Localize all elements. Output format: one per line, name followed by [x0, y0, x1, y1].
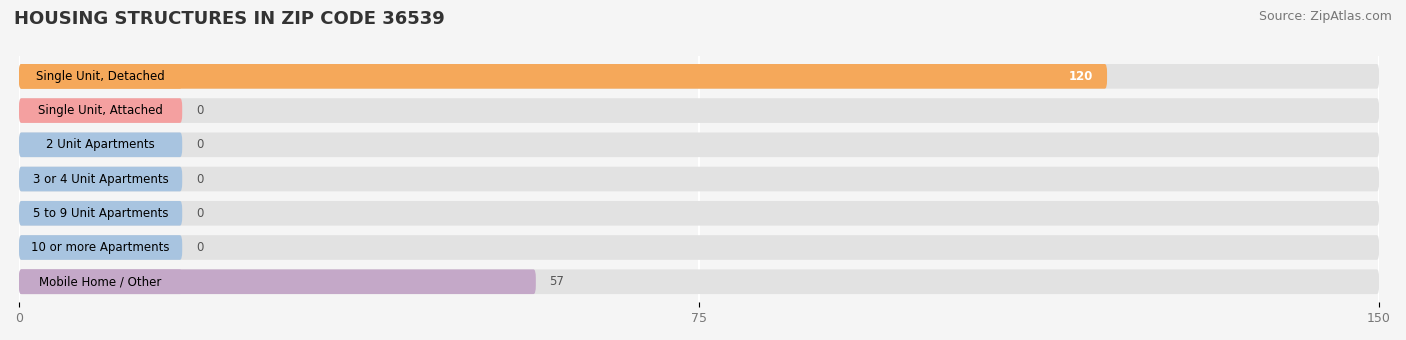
Text: 3 or 4 Unit Apartments: 3 or 4 Unit Apartments — [32, 172, 169, 186]
FancyBboxPatch shape — [20, 98, 183, 123]
FancyBboxPatch shape — [20, 64, 1107, 89]
Text: 5 to 9 Unit Apartments: 5 to 9 Unit Apartments — [32, 207, 169, 220]
Text: Single Unit, Detached: Single Unit, Detached — [37, 70, 165, 83]
FancyBboxPatch shape — [20, 235, 183, 260]
Text: 10 or more Apartments: 10 or more Apartments — [31, 241, 170, 254]
Text: 0: 0 — [195, 104, 204, 117]
FancyBboxPatch shape — [20, 64, 183, 89]
FancyBboxPatch shape — [20, 269, 183, 294]
FancyBboxPatch shape — [20, 167, 183, 191]
Text: HOUSING STRUCTURES IN ZIP CODE 36539: HOUSING STRUCTURES IN ZIP CODE 36539 — [14, 10, 444, 28]
Text: 0: 0 — [195, 207, 204, 220]
FancyBboxPatch shape — [20, 201, 1379, 226]
Text: 0: 0 — [195, 172, 204, 186]
FancyBboxPatch shape — [20, 201, 183, 226]
Text: Mobile Home / Other: Mobile Home / Other — [39, 275, 162, 288]
FancyBboxPatch shape — [20, 98, 1379, 123]
FancyBboxPatch shape — [20, 269, 1379, 294]
Text: 0: 0 — [195, 241, 204, 254]
FancyBboxPatch shape — [20, 64, 1379, 89]
Text: Source: ZipAtlas.com: Source: ZipAtlas.com — [1258, 10, 1392, 23]
FancyBboxPatch shape — [20, 133, 183, 157]
Text: 2 Unit Apartments: 2 Unit Apartments — [46, 138, 155, 151]
Text: 120: 120 — [1069, 70, 1094, 83]
Text: 57: 57 — [550, 275, 564, 288]
FancyBboxPatch shape — [20, 133, 1379, 157]
FancyBboxPatch shape — [20, 269, 536, 294]
FancyBboxPatch shape — [20, 235, 1379, 260]
Text: 0: 0 — [195, 138, 204, 151]
Text: Single Unit, Attached: Single Unit, Attached — [38, 104, 163, 117]
FancyBboxPatch shape — [20, 167, 1379, 191]
